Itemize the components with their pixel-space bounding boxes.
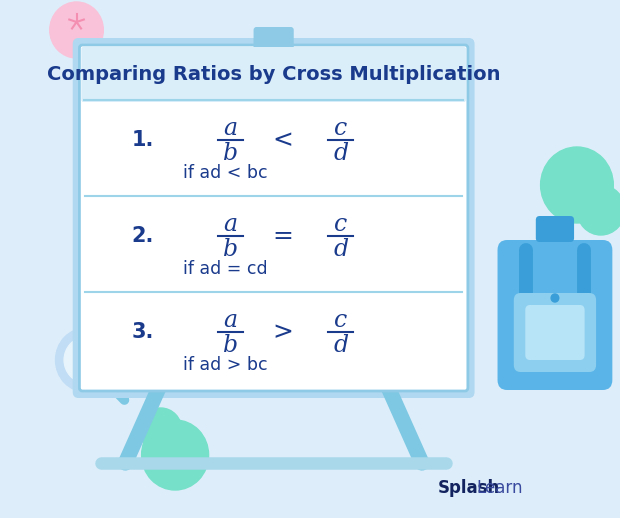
FancyBboxPatch shape xyxy=(79,45,468,391)
FancyBboxPatch shape xyxy=(81,47,466,102)
Text: 1.: 1. xyxy=(131,131,154,150)
Circle shape xyxy=(140,408,182,452)
Circle shape xyxy=(141,420,208,490)
Circle shape xyxy=(50,2,104,58)
Text: if ad > bc: if ad > bc xyxy=(183,356,267,374)
Text: a: a xyxy=(224,213,237,236)
Text: 2.: 2. xyxy=(131,226,154,247)
Circle shape xyxy=(64,337,108,383)
Text: if ad = cd: if ad = cd xyxy=(183,260,267,278)
Text: a: a xyxy=(224,117,237,140)
Text: Splash: Splash xyxy=(438,479,500,497)
Text: c: c xyxy=(334,117,347,140)
FancyBboxPatch shape xyxy=(525,305,585,360)
FancyBboxPatch shape xyxy=(254,27,294,51)
FancyBboxPatch shape xyxy=(497,240,613,390)
FancyBboxPatch shape xyxy=(514,293,596,372)
FancyBboxPatch shape xyxy=(536,216,574,242)
Circle shape xyxy=(56,328,117,392)
Circle shape xyxy=(551,294,559,302)
Text: d: d xyxy=(333,142,348,165)
Circle shape xyxy=(577,185,620,235)
Text: if ad < bc: if ad < bc xyxy=(183,164,267,182)
Text: b: b xyxy=(223,142,238,165)
Text: a: a xyxy=(224,309,237,332)
Circle shape xyxy=(541,147,613,223)
Text: b: b xyxy=(223,238,238,261)
Text: 3.: 3. xyxy=(131,322,154,342)
Text: d: d xyxy=(333,238,348,261)
Text: >: > xyxy=(273,320,294,344)
Text: =: = xyxy=(273,224,294,248)
Text: c: c xyxy=(334,213,347,236)
Text: Comparing Ratios by Cross Multiplication: Comparing Ratios by Cross Multiplication xyxy=(47,65,500,83)
Text: Learn: Learn xyxy=(477,479,523,497)
Text: d: d xyxy=(333,334,348,357)
Text: <: < xyxy=(273,128,294,152)
FancyBboxPatch shape xyxy=(73,38,474,398)
Text: b: b xyxy=(223,334,238,357)
Text: c: c xyxy=(334,309,347,332)
